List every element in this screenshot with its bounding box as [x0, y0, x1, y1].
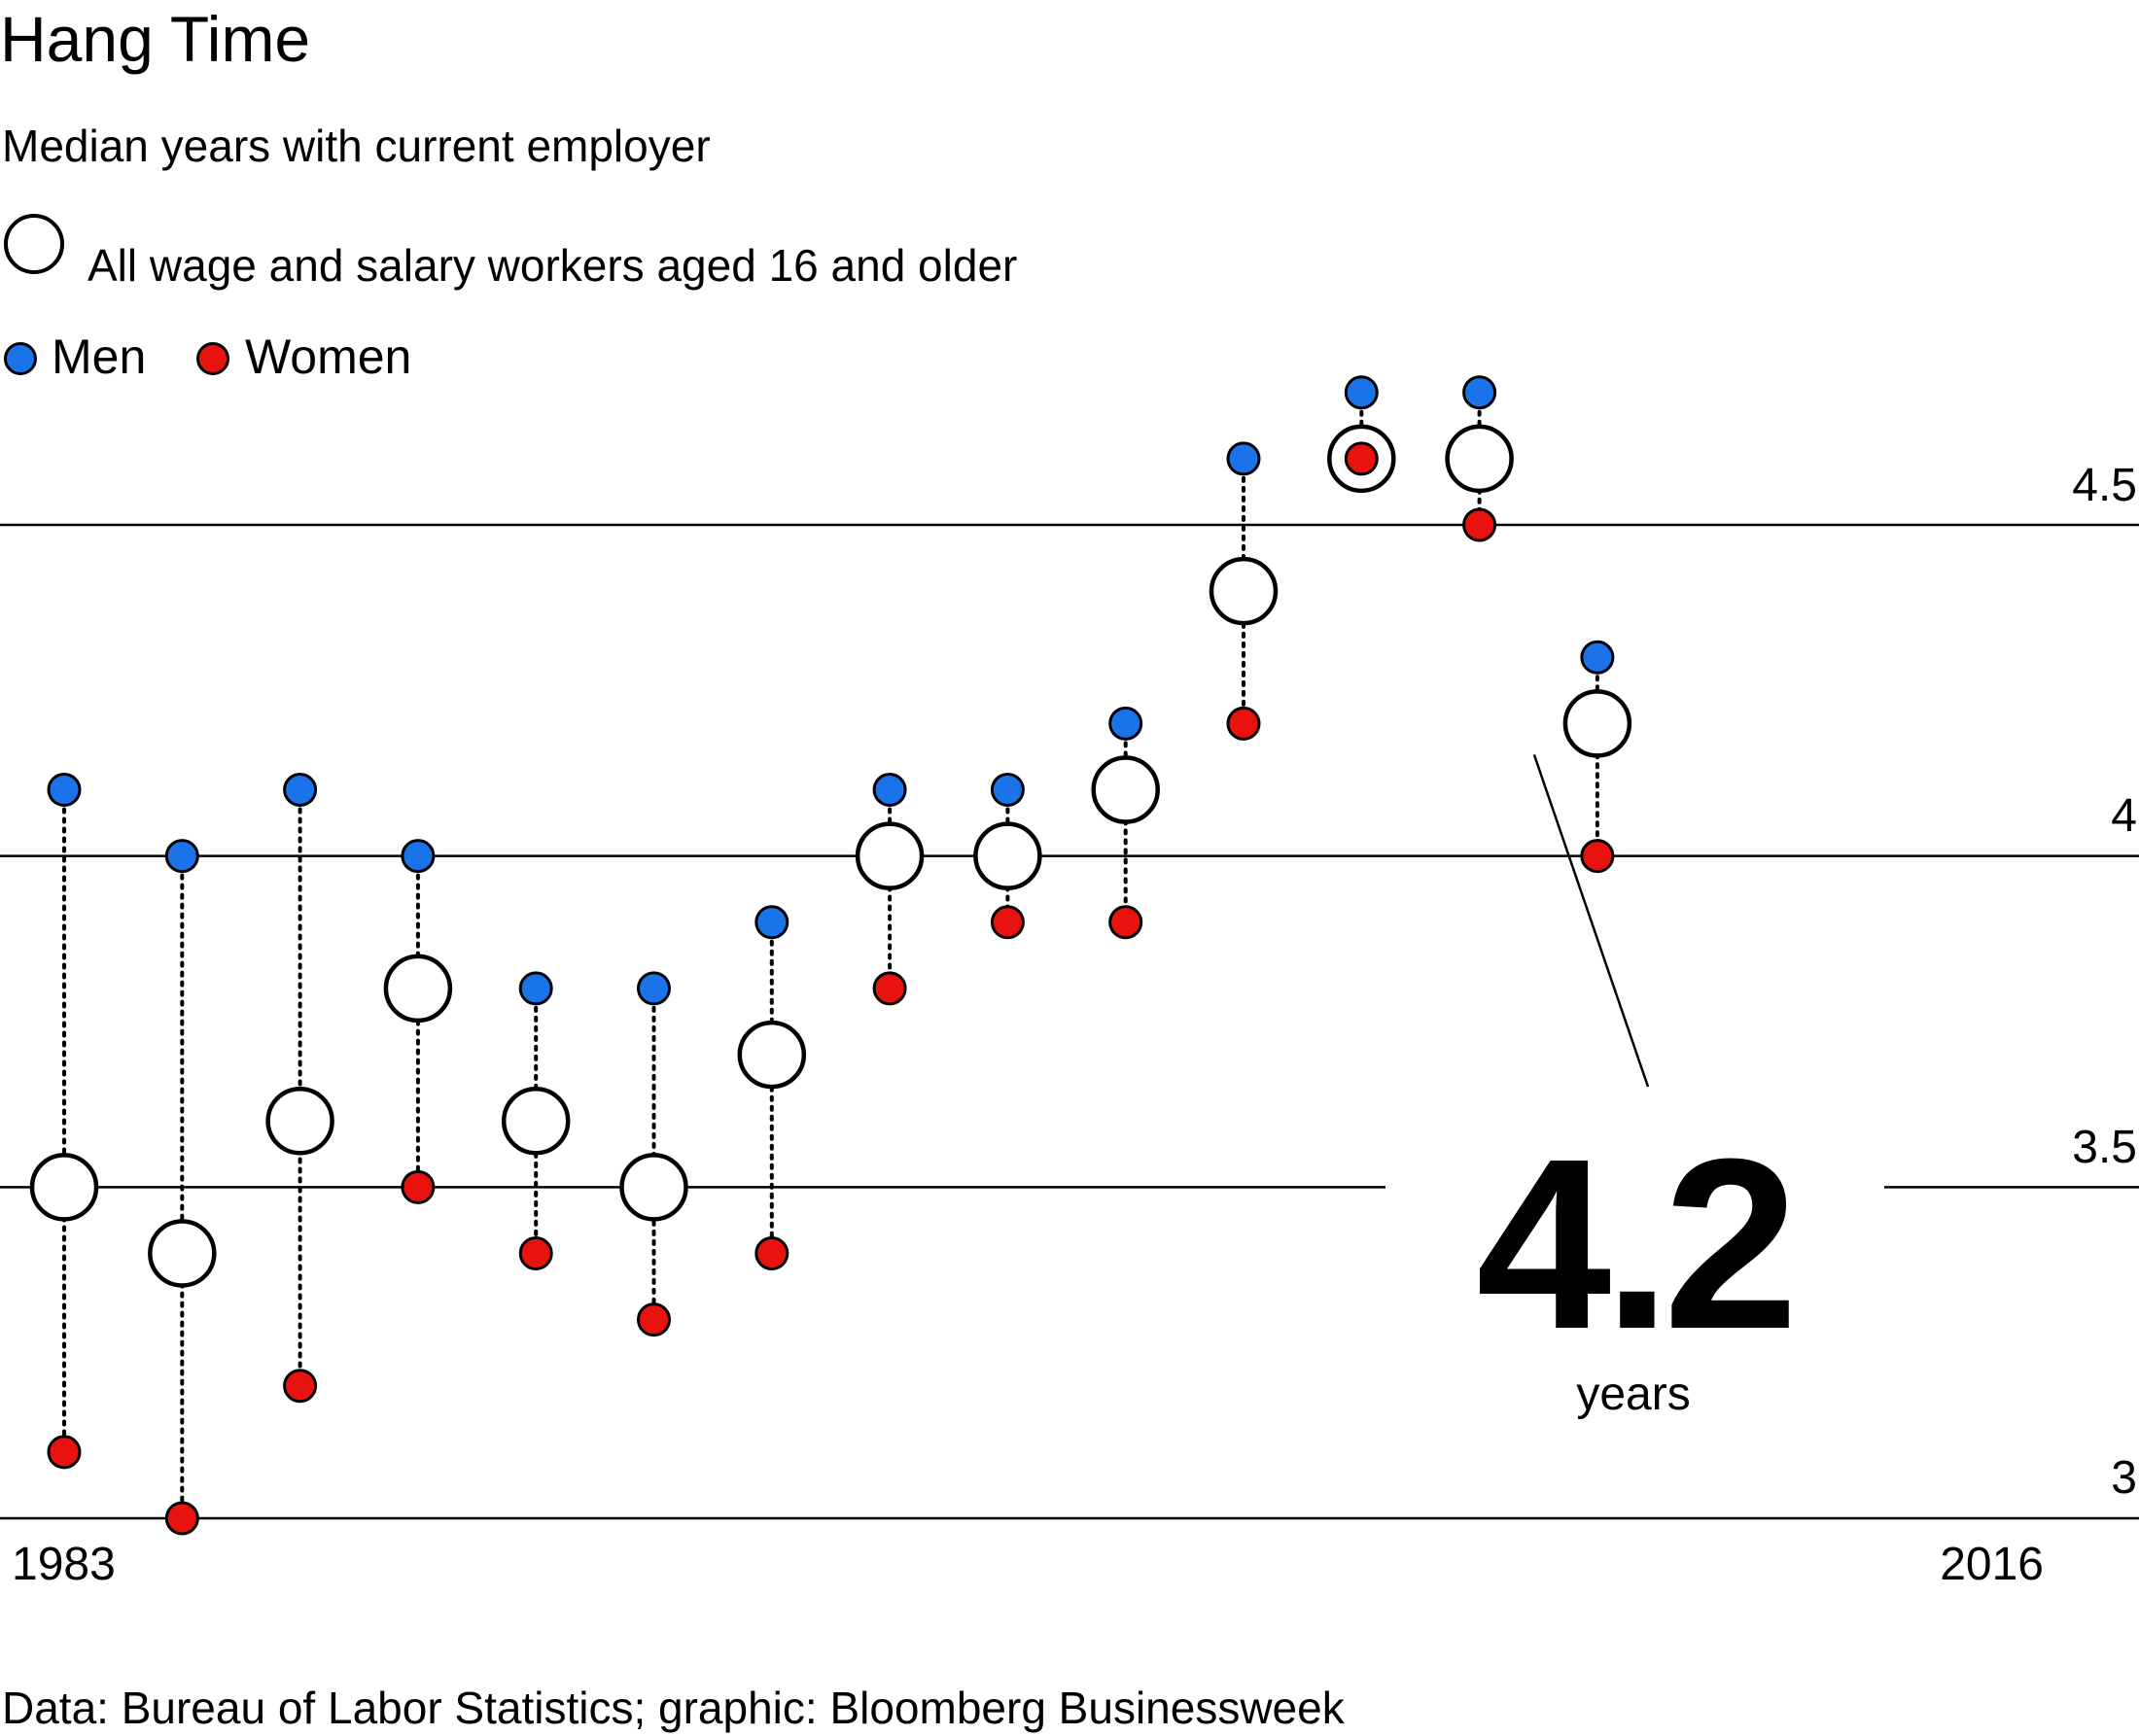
- all-workers-point: [619, 1153, 688, 1222]
- highlight-unit: years: [1576, 1369, 1691, 1420]
- women-point: [47, 1435, 82, 1470]
- legend-men-marker: [4, 342, 37, 375]
- men-point: [872, 773, 907, 808]
- legend-all-workers-marker: [4, 214, 64, 274]
- women-point: [164, 1501, 199, 1536]
- all-workers-point: [737, 1020, 807, 1090]
- legend-men-label: Men: [52, 330, 147, 384]
- all-workers-point: [855, 821, 925, 890]
- men-point: [1344, 375, 1379, 410]
- women-point: [1580, 839, 1615, 874]
- annotation-leader-line: [1532, 753, 1650, 1088]
- chart-subtitle: Median years with current employer: [2, 121, 711, 171]
- women-point: [518, 1235, 553, 1270]
- source-note: Data: Bureau of Labor Statistics; graphi…: [2, 1683, 1345, 1733]
- women-point: [1108, 905, 1143, 940]
- men-point: [1108, 706, 1143, 741]
- women-point: [872, 971, 907, 1006]
- men-point: [1580, 640, 1615, 675]
- all-workers-point: [148, 1219, 217, 1288]
- men-point: [637, 971, 671, 1006]
- x-axis-start-label: 1983: [12, 1539, 116, 1590]
- legend-all-workers-label: All wage and salary workers aged 16 and …: [88, 240, 1018, 291]
- y-tick-label-3-5: 3.5: [2072, 1122, 2137, 1173]
- all-workers-point: [1562, 689, 1632, 758]
- women-point: [637, 1302, 671, 1337]
- men-point: [754, 905, 789, 940]
- chart-title: Hang Time: [0, 3, 311, 75]
- men-point: [518, 971, 553, 1006]
- women-point: [754, 1235, 789, 1270]
- all-workers-point: [1091, 755, 1160, 824]
- legend-women-label: Women: [245, 330, 412, 384]
- women-point: [401, 1169, 436, 1204]
- men-point: [164, 839, 199, 874]
- y-tick-label-4: 4: [2111, 790, 2137, 842]
- highlight-value: 4.2: [1476, 1108, 1799, 1379]
- women-point: [1344, 441, 1379, 476]
- men-point: [990, 773, 1025, 808]
- all-workers-point: [383, 954, 453, 1024]
- men-point: [47, 773, 82, 808]
- y-tick-label-3: 3: [2111, 1452, 2137, 1504]
- women-point: [1462, 507, 1497, 542]
- men-point: [401, 839, 436, 874]
- men-point: [1226, 441, 1261, 476]
- all-workers-point: [973, 821, 1042, 890]
- women-point: [1226, 706, 1261, 741]
- all-workers-point: [1445, 424, 1514, 494]
- women-point: [283, 1369, 318, 1404]
- x-axis-end-label: 2016: [1940, 1539, 2044, 1590]
- legend-women-marker: [196, 342, 229, 375]
- men-point: [1462, 375, 1497, 410]
- y-tick-label-4-5: 4.5: [2072, 460, 2137, 511]
- women-point: [990, 905, 1025, 940]
- men-point: [283, 773, 318, 808]
- all-workers-point: [29, 1153, 99, 1222]
- all-workers-point: [501, 1086, 571, 1156]
- all-workers-point: [1209, 556, 1279, 626]
- all-workers-point: [265, 1086, 334, 1156]
